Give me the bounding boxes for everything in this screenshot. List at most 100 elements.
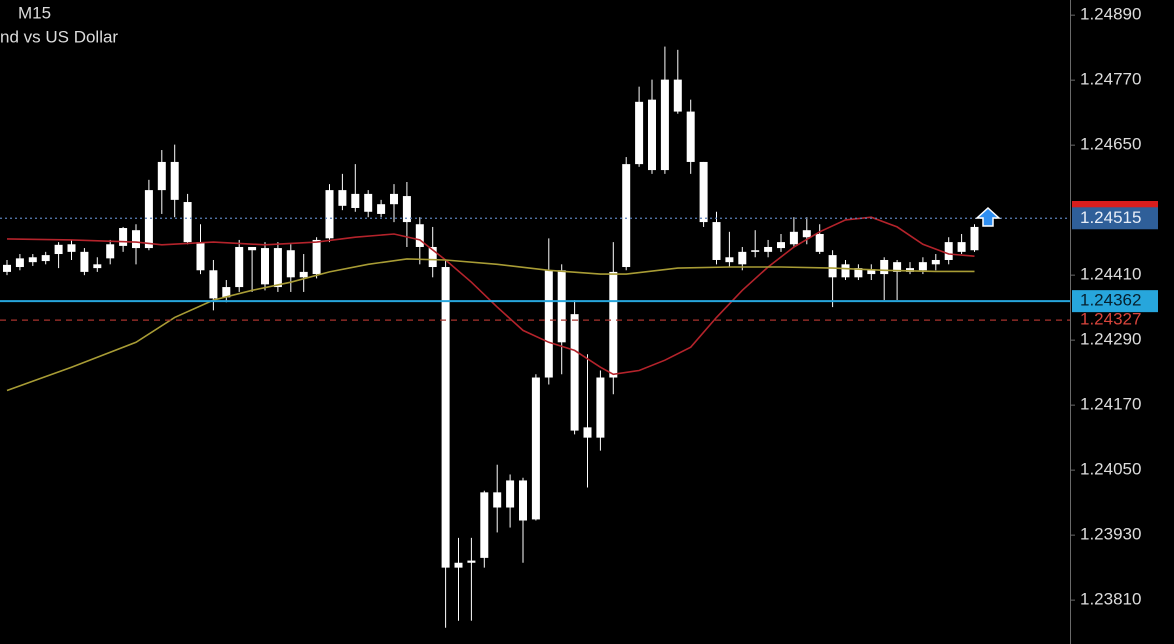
candle-body	[738, 251, 747, 265]
price-label-box	[1072, 207, 1158, 230]
candle-body	[454, 562, 463, 568]
chart-subtitle: nd vs US Dollar	[0, 27, 118, 46]
candle-body	[261, 248, 269, 285]
candle-body	[622, 164, 631, 268]
candle-body	[802, 230, 811, 238]
candle-body	[725, 257, 734, 263]
candle-body	[970, 226, 979, 251]
candle-body	[338, 190, 347, 206]
y-tick-label: 1.24650	[1080, 135, 1141, 154]
y-tick-label: 1.24050	[1080, 460, 1141, 479]
candle-body	[286, 250, 295, 278]
candle-body	[41, 255, 50, 262]
candle-body	[93, 264, 102, 269]
candle-body	[609, 271, 618, 378]
y-tick-label: 1.24770	[1080, 70, 1141, 89]
candle-body	[183, 202, 192, 243]
y-tick-label: 1.24290	[1080, 330, 1141, 349]
price-label-box	[1072, 290, 1158, 313]
candle-body	[273, 248, 282, 288]
candle-body	[893, 262, 902, 272]
y-tick-label: 1.24410	[1080, 265, 1141, 284]
trade-arrow	[975, 206, 1001, 227]
candle-body	[144, 190, 153, 249]
candle-body	[944, 242, 953, 260]
candle-body	[557, 270, 566, 343]
candle-body	[3, 264, 11, 272]
candle-body	[764, 246, 773, 252]
candle-body	[170, 161, 179, 200]
candle-body	[106, 244, 115, 259]
candle-body	[660, 79, 669, 171]
candle-body	[299, 271, 308, 278]
candle-body	[377, 204, 386, 214]
candle-body	[957, 242, 966, 252]
candle-body	[222, 287, 231, 298]
candle-body	[67, 244, 76, 252]
candle-body	[312, 239, 321, 275]
candle-body	[132, 230, 140, 249]
candle-body	[867, 269, 876, 275]
candle-body	[28, 257, 37, 263]
candle-body	[777, 242, 785, 249]
candle-body	[789, 231, 798, 245]
candle-body	[854, 268, 863, 278]
candle-body	[235, 246, 244, 288]
candle-body	[686, 111, 695, 162]
candle-body	[699, 161, 708, 223]
candle-body	[506, 480, 515, 508]
candle-body	[493, 492, 502, 508]
candle-body	[415, 224, 424, 247]
candle-body	[519, 480, 527, 521]
candle-body	[635, 101, 644, 165]
candle-body	[80, 251, 89, 272]
candle-body	[467, 560, 476, 563]
candle-body	[351, 193, 360, 208]
candle-body	[841, 264, 850, 278]
y-tick-label: 1.23930	[1080, 525, 1141, 544]
y-tick-label: 1.24170	[1080, 395, 1141, 414]
candle-body	[648, 99, 656, 171]
y-tick-label: 1.23810	[1080, 590, 1141, 609]
candle-body	[544, 270, 553, 378]
candle-body	[880, 259, 889, 275]
candle-body	[196, 242, 205, 271]
candle-body	[751, 250, 760, 252]
candle-body	[15, 258, 24, 268]
candle-body	[596, 377, 605, 438]
price-label: 1.24327	[1080, 310, 1141, 329]
candle-body	[673, 79, 682, 112]
candle-body	[570, 314, 579, 431]
moving-average	[6, 258, 975, 392]
candle-body	[157, 161, 166, 191]
candle-body	[441, 267, 450, 568]
candle-body	[248, 246, 257, 251]
candle-body	[480, 492, 489, 558]
candle-body	[918, 262, 927, 271]
candle-body	[364, 193, 373, 212]
price-axis: 1.24890 1.24770 1.24650 1.24410 1.24290 1.241…	[1070, 5, 1158, 609]
candle-body	[815, 233, 824, 252]
candle-body	[931, 259, 940, 265]
candle-body	[402, 196, 411, 223]
candle-body	[325, 190, 334, 239]
candle-body	[828, 255, 837, 278]
price-label: 1.24362	[1080, 291, 1141, 310]
price-label: 1.24515	[1080, 208, 1141, 227]
candle-body	[906, 268, 914, 272]
candle-body	[531, 377, 540, 520]
plot-area	[0, 46, 1070, 628]
candle-body	[209, 270, 218, 299]
chart-title: M15	[18, 3, 51, 22]
candle-body	[583, 427, 592, 438]
candle-body	[428, 246, 437, 268]
candle-body	[390, 193, 398, 205]
candle-body	[712, 222, 721, 260]
candle-body	[54, 244, 63, 255]
moving-average	[6, 216, 975, 376]
candle-body	[119, 228, 128, 246]
y-tick-label: 1.24890	[1080, 5, 1141, 24]
